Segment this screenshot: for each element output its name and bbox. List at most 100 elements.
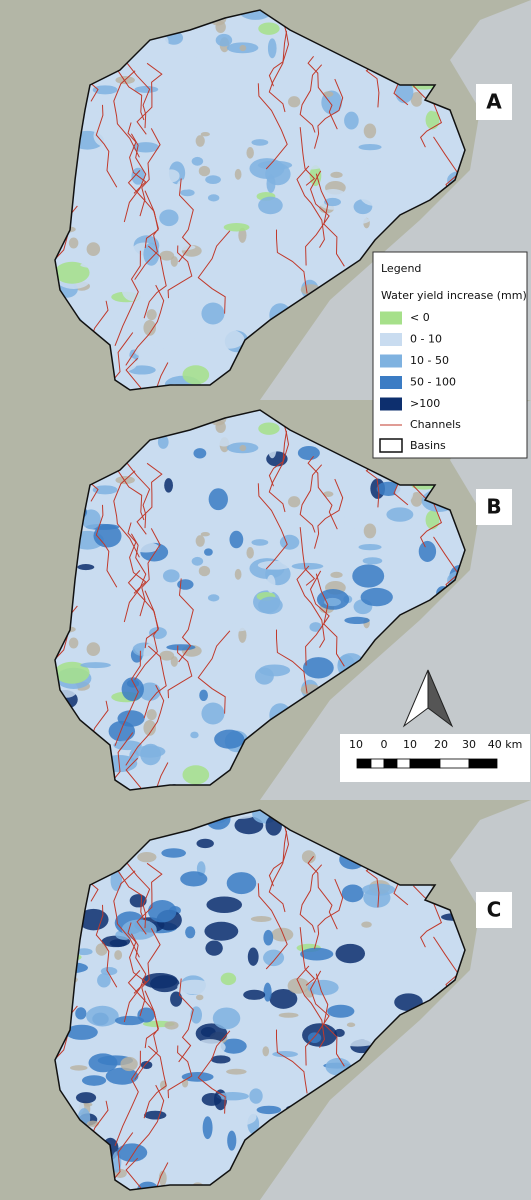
yield-patch: [134, 85, 159, 93]
yield-patch: [216, 1092, 249, 1101]
yield-patch: [199, 289, 208, 302]
terrain-patch: [271, 927, 294, 942]
yield-patch: [220, 1038, 247, 1054]
channel: [123, 133, 147, 223]
yield-patch: [352, 164, 385, 188]
yield-patch: [147, 899, 177, 923]
yield-patch: [247, 947, 259, 966]
yield-patch: [291, 562, 324, 570]
channel: [413, 885, 443, 948]
yield-patch: [77, 164, 95, 171]
yield-patch: [121, 677, 144, 702]
channel: [134, 190, 159, 280]
basin-outline: [54, 809, 466, 1191]
channel: [143, 645, 167, 719]
scale-segment: [439, 758, 470, 769]
panel-label: B: [486, 495, 501, 519]
yield-patch: [144, 1110, 167, 1120]
yield-patch: [205, 940, 223, 956]
channel: [315, 573, 345, 667]
yield-patch: [117, 310, 145, 327]
yield-patch: [309, 222, 322, 232]
yield-patch: [166, 244, 196, 251]
channel: [143, 1045, 167, 1119]
channel: [268, 22, 290, 87]
yield-patch: [139, 282, 161, 301]
yield-patch: [215, 33, 233, 47]
yield-patch: [180, 589, 195, 597]
terrain-patch: [164, 1021, 179, 1030]
yield-patch: [92, 85, 118, 95]
yield-patch: [132, 142, 160, 153]
yield-patch: [97, 973, 111, 988]
yield-patch: [307, 979, 339, 996]
yield-patch: [134, 745, 166, 758]
panel-label-box: [476, 489, 512, 525]
terrain-patch: [246, 547, 254, 559]
north-arrow-right: [427, 669, 454, 728]
channel: [197, 230, 231, 314]
channel: [305, 570, 330, 666]
yield-patch: [143, 242, 160, 266]
yield-patch: [121, 277, 144, 302]
terrain-patch: [195, 994, 204, 1001]
yield-patch: [266, 574, 276, 593]
yield-patch: [199, 689, 208, 702]
terrain-patch: [234, 568, 242, 580]
yield-patch: [267, 38, 277, 59]
yield-patch: [202, 1116, 213, 1140]
channel: [95, 904, 118, 988]
yield-patch: [129, 894, 147, 908]
terrain-patch: [246, 147, 254, 159]
channel: [307, 455, 338, 530]
channel: [127, 522, 147, 594]
yield-patch: [190, 731, 199, 739]
terrain-patch: [146, 309, 157, 321]
channel: [314, 478, 344, 549]
yield-patch: [182, 765, 210, 785]
channel: [257, 83, 288, 170]
terrain-patch: [215, 21, 226, 33]
yield-patch: [227, 1130, 237, 1151]
yield-patch: [116, 1143, 148, 1162]
channel: [178, 978, 194, 1063]
yield-patch: [65, 1024, 98, 1040]
channel: [167, 245, 193, 299]
yield-patch: [162, 569, 180, 583]
terrain-patch: [146, 709, 157, 721]
yield-patch: [204, 921, 239, 941]
channel: [125, 1084, 165, 1166]
channel: [178, 178, 194, 263]
channel: [95, 504, 118, 588]
yield-patch: [263, 929, 274, 946]
yield-patch: [161, 848, 186, 858]
yield-patch: [93, 524, 122, 548]
scale-label: 40 km: [488, 738, 523, 751]
yield-patch: [159, 209, 179, 227]
yield-patch: [185, 926, 196, 939]
yield-patch: [223, 223, 250, 232]
terrain-patch: [323, 91, 334, 98]
scale-label: 10: [349, 738, 363, 751]
yield-patch: [279, 134, 300, 150]
legend-label: >100: [410, 397, 440, 410]
channel: [276, 629, 308, 694]
yield-patch: [258, 196, 283, 215]
yield-patch: [251, 139, 269, 146]
legend-label: Channels: [410, 418, 461, 431]
terrain-patch: [215, 421, 226, 433]
yield-patch: [157, 35, 169, 49]
channel: [296, 965, 325, 1048]
yield-patch: [194, 1039, 226, 1056]
yield-patch: [258, 22, 280, 35]
legend-label: 0 - 10: [410, 333, 442, 346]
terrain-patch: [143, 319, 157, 336]
legend-swatch: [380, 376, 402, 389]
terrain-patch: [159, 250, 175, 261]
terrain-patch: [120, 1056, 138, 1072]
terrain-patch: [330, 571, 343, 579]
channel: [143, 245, 167, 319]
yield-patch: [205, 175, 221, 184]
yield-patch: [201, 702, 225, 725]
yield-patch: [208, 488, 228, 511]
